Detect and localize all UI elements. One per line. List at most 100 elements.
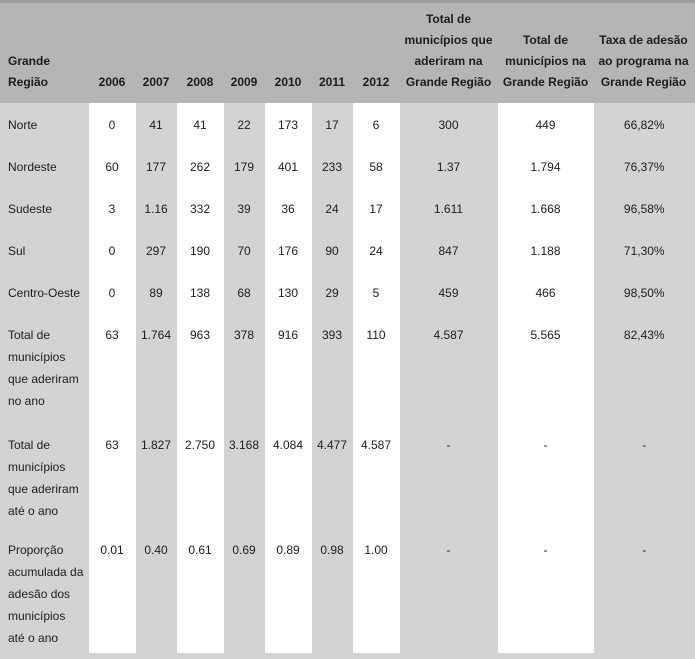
- cell: 76,37%: [590, 145, 695, 187]
- cell: 176: [264, 229, 310, 271]
- header-total-municipalities: Total de municípios na Grande Região: [499, 3, 592, 103]
- cell: 401: [264, 145, 310, 187]
- cell: 5.565: [497, 313, 592, 423]
- cell: 0.69: [220, 528, 266, 653]
- cell: 89: [132, 271, 178, 313]
- cell: -: [497, 528, 592, 653]
- cell: 110: [352, 313, 398, 423]
- cell: 82,43%: [590, 313, 695, 423]
- cell: 4.477: [308, 423, 354, 528]
- cell: 1.827: [132, 423, 178, 528]
- cell: 0.98: [308, 528, 354, 653]
- cell: 1.794: [497, 145, 592, 187]
- cell: 138: [176, 271, 222, 313]
- header-year-2006: 2006: [90, 3, 134, 103]
- table-row-nordeste: Nordeste 60 177 262 179 401 233 58 1.37 …: [0, 145, 695, 187]
- cell: 63: [88, 423, 134, 528]
- cell: 847: [396, 229, 499, 271]
- header-year-2007: 2007: [134, 3, 178, 103]
- cell: 6: [352, 103, 398, 145]
- header-year-2009: 2009: [222, 3, 266, 103]
- cell: 2.750: [176, 423, 222, 528]
- cell: 29: [308, 271, 354, 313]
- data-table: Grande Região 2006 2007 2008 2009 2010 2…: [0, 3, 695, 653]
- header-total-joined: Total de municípios que aderiram na Gran…: [398, 3, 499, 103]
- table-row-total-joined-year: Total de municípios que aderiram no ano …: [0, 313, 695, 423]
- cell: 262: [176, 145, 222, 187]
- header-year-2012: 2012: [354, 3, 398, 103]
- cell: 177: [132, 145, 178, 187]
- cell: 70: [220, 229, 266, 271]
- cell: 1.668: [497, 187, 592, 229]
- row-label: Total de municípios que aderiram no ano: [0, 313, 90, 423]
- cell: 449: [497, 103, 592, 145]
- cell: 71,30%: [590, 229, 695, 271]
- cell: 173: [264, 103, 310, 145]
- cell: 41: [132, 103, 178, 145]
- cell: 459: [396, 271, 499, 313]
- cell: 1.611: [396, 187, 499, 229]
- header-row: Grande Região 2006 2007 2008 2009 2010 2…: [0, 3, 695, 103]
- cell: 297: [132, 229, 178, 271]
- header-year-2008: 2008: [178, 3, 222, 103]
- cell: 3.168: [220, 423, 266, 528]
- cell: 24: [308, 187, 354, 229]
- cell: 96,58%: [590, 187, 695, 229]
- cell: 60: [88, 145, 134, 187]
- cell: 378: [220, 313, 266, 423]
- cell: -: [497, 423, 592, 528]
- row-label: Norte: [0, 103, 90, 145]
- cell: -: [590, 528, 695, 653]
- table-body: Norte 0 41 41 22 173 17 6 300 449 66,82%…: [0, 103, 695, 653]
- cell: 36: [264, 187, 310, 229]
- cell: 0: [88, 103, 134, 145]
- cell: 22: [220, 103, 266, 145]
- header-adhesion-rate: Taxa de adesão ao programa na Grande Reg…: [592, 3, 695, 103]
- table-row-sudeste: Sudeste 3 1.16 332 39 36 24 17 1.611 1.6…: [0, 187, 695, 229]
- cell: 41: [176, 103, 222, 145]
- header-region: Grande Região: [0, 3, 90, 103]
- header-year-2011: 2011: [310, 3, 354, 103]
- cell: 916: [264, 313, 310, 423]
- cell: 0: [88, 271, 134, 313]
- cell: 190: [176, 229, 222, 271]
- cell: 17: [352, 187, 398, 229]
- cell: 4.587: [396, 313, 499, 423]
- cell: 1.188: [497, 229, 592, 271]
- cell: 466: [497, 271, 592, 313]
- cell: 66,82%: [590, 103, 695, 145]
- row-label: Sudeste: [0, 187, 90, 229]
- row-label: Proporção acumulada da adesão dos municí…: [0, 528, 90, 653]
- cell: 393: [308, 313, 354, 423]
- table-row-centro-oeste: Centro-Oeste 0 89 138 68 130 29 5 459 46…: [0, 271, 695, 313]
- cell: 0.01: [88, 528, 134, 653]
- row-label: Centro-Oeste: [0, 271, 90, 313]
- cell: 0: [88, 229, 134, 271]
- cell: 58: [352, 145, 398, 187]
- cell: -: [590, 423, 695, 528]
- cell: 24: [352, 229, 398, 271]
- cell: 98,50%: [590, 271, 695, 313]
- table-row-norte: Norte 0 41 41 22 173 17 6 300 449 66,82%: [0, 103, 695, 145]
- table-row-sul: Sul 0 297 190 70 176 90 24 847 1.188 71,…: [0, 229, 695, 271]
- table-bottom-strip: [0, 653, 695, 659]
- cell: 233: [308, 145, 354, 187]
- cell: 130: [264, 271, 310, 313]
- cell: 17: [308, 103, 354, 145]
- cell: 63: [88, 313, 134, 423]
- cell: 0.89: [264, 528, 310, 653]
- cell: 1.37: [396, 145, 499, 187]
- cell: 300: [396, 103, 499, 145]
- cell: 1.00: [352, 528, 398, 653]
- cell: 4.084: [264, 423, 310, 528]
- row-label: Nordeste: [0, 145, 90, 187]
- row-label: Sul: [0, 229, 90, 271]
- cell: 179: [220, 145, 266, 187]
- cell: 0.61: [176, 528, 222, 653]
- cell: 90: [308, 229, 354, 271]
- cell: 3: [88, 187, 134, 229]
- cell: 963: [176, 313, 222, 423]
- cell: 332: [176, 187, 222, 229]
- cell: 1.764: [132, 313, 178, 423]
